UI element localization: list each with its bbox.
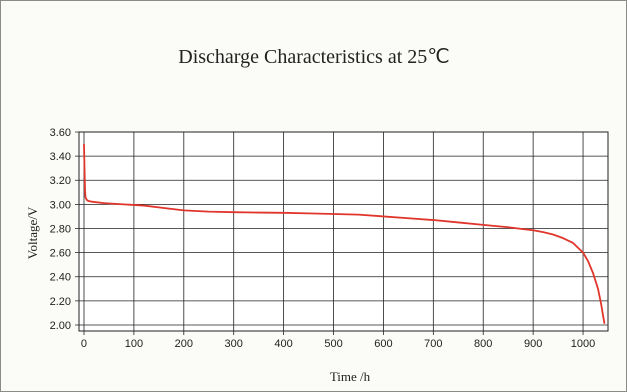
y-tick-label: 3.00 [50, 199, 71, 211]
y-tick-label: 3.40 [50, 151, 71, 163]
y-tick-label: 2.80 [50, 223, 71, 235]
x-tick-label: 400 [274, 338, 292, 350]
y-tick-label: 3.20 [50, 175, 71, 187]
y-tick-label: 2.20 [50, 296, 71, 308]
y-axis-label: Voltage/V [25, 206, 40, 259]
x-tick-label: 1000 [571, 338, 595, 350]
chart-title: Discharge Characteristics at 25℃ [178, 46, 449, 68]
x-tick-label: 900 [524, 338, 542, 350]
x-tick-label: 200 [175, 338, 193, 350]
discharge-curve [83, 144, 606, 324]
y-tick-label: 2.40 [50, 272, 71, 284]
x-tick-label: 0 [81, 338, 87, 350]
x-tick-labels: 0 100 200 300 400 500 600 700 800 900 1000 [81, 338, 595, 350]
x-tick-label: 300 [225, 338, 243, 350]
x-tick-label: 800 [474, 338, 492, 350]
x-tick-label: 500 [324, 338, 342, 350]
y-tick-labels: 2.00 2.20 2.40 2.60 2.80 3.00 3.20 3.40 3.60 [50, 127, 71, 332]
plot-area [78, 131, 609, 332]
x-tick-label: 100 [125, 338, 143, 350]
x-tick-label: 600 [374, 338, 392, 350]
x-tick-label: 700 [424, 338, 442, 350]
y-tick-label: 2.00 [50, 320, 71, 332]
y-tick-label: 2.60 [50, 248, 71, 260]
x-axis-label: Time /h [330, 369, 371, 384]
y-tick-label: 3.60 [50, 127, 71, 139]
